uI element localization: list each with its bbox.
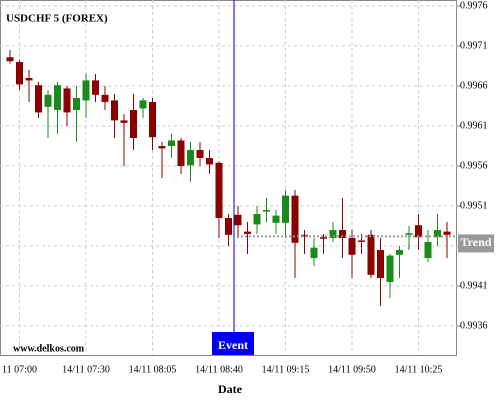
trend-label: Trend bbox=[461, 235, 492, 249]
candle-body bbox=[63, 88, 71, 113]
chart-title: USDCHF 5 (FOREX) bbox=[6, 13, 108, 25]
candle-body bbox=[358, 240, 365, 242]
candle-body bbox=[405, 233, 413, 235]
candle-body bbox=[234, 214, 242, 226]
x-tick-label: 14/11 09:15 bbox=[262, 364, 310, 375]
candle-body bbox=[415, 225, 422, 238]
y-tick-label: 0.9951 bbox=[460, 200, 488, 211]
trend-box bbox=[458, 234, 494, 253]
candle-body bbox=[130, 110, 137, 139]
candle-body bbox=[139, 100, 147, 109]
candle-body bbox=[320, 237, 327, 239]
candle-body bbox=[187, 150, 194, 166]
y-tick-label: 0.9966 bbox=[460, 80, 488, 91]
candle-body bbox=[253, 214, 261, 225]
candle-body bbox=[348, 238, 356, 255]
x-tick-label: 14/11 08:40 bbox=[195, 364, 243, 375]
candle-body bbox=[386, 255, 394, 283]
candle-body bbox=[310, 247, 318, 259]
candle-body bbox=[282, 195, 289, 223]
candle-body bbox=[272, 215, 280, 223]
candle-body bbox=[424, 242, 432, 259]
candle-body bbox=[367, 234, 375, 275]
y-tick-label: 0.9941 bbox=[460, 280, 488, 291]
candle-body bbox=[215, 162, 223, 219]
candle-body bbox=[35, 85, 42, 113]
candle-body bbox=[291, 195, 299, 243]
candle-body bbox=[44, 94, 52, 107]
x-tick-label: 14/11 09:50 bbox=[328, 364, 376, 375]
candle-body bbox=[168, 140, 175, 147]
event-box bbox=[212, 332, 254, 355]
candle-body bbox=[82, 80, 90, 101]
candle-body bbox=[206, 158, 213, 165]
y-tick-label: 0.9976 bbox=[460, 0, 488, 11]
candle-body bbox=[225, 218, 232, 235]
x-tick-label: 14/11 10:25 bbox=[395, 364, 443, 375]
candle-body bbox=[73, 98, 80, 111]
candle-body bbox=[339, 230, 346, 239]
candle-body bbox=[377, 250, 384, 279]
x-tick-label: 14/11 08:05 bbox=[129, 364, 177, 375]
candle-body bbox=[92, 80, 99, 95]
watermark: www.delkos.com bbox=[13, 343, 85, 354]
candle-body bbox=[101, 94, 109, 103]
x-axis-label: Date bbox=[218, 382, 243, 396]
candle-body bbox=[6, 57, 14, 62]
plot-area bbox=[0, 0, 457, 356]
candle-body bbox=[396, 250, 403, 255]
x-tick-label: 11 07:00 bbox=[2, 364, 37, 375]
candle-body bbox=[443, 231, 451, 235]
candle-body bbox=[25, 78, 33, 81]
candle-body bbox=[158, 146, 166, 149]
candle-body bbox=[16, 62, 23, 85]
candle-body bbox=[177, 140, 185, 167]
candle-body bbox=[263, 210, 270, 212]
y-tick-label: 0.9956 bbox=[460, 160, 488, 171]
candle-body bbox=[329, 230, 337, 239]
candle-body bbox=[149, 102, 156, 138]
candle-body bbox=[196, 150, 204, 159]
candle-body bbox=[244, 231, 251, 235]
candle-body bbox=[111, 100, 118, 121]
y-tick-label: 0.9971 bbox=[460, 40, 488, 51]
y-tick-label: 0.9936 bbox=[460, 320, 488, 331]
candle-body bbox=[434, 230, 441, 238]
candle-body bbox=[301, 234, 308, 237]
event-label: Event bbox=[218, 338, 248, 352]
y-tick-label: 0.9961 bbox=[460, 120, 488, 131]
candle-body bbox=[120, 120, 128, 123]
candle-body bbox=[54, 85, 61, 111]
x-tick-label: 14/11 07:30 bbox=[62, 364, 110, 375]
